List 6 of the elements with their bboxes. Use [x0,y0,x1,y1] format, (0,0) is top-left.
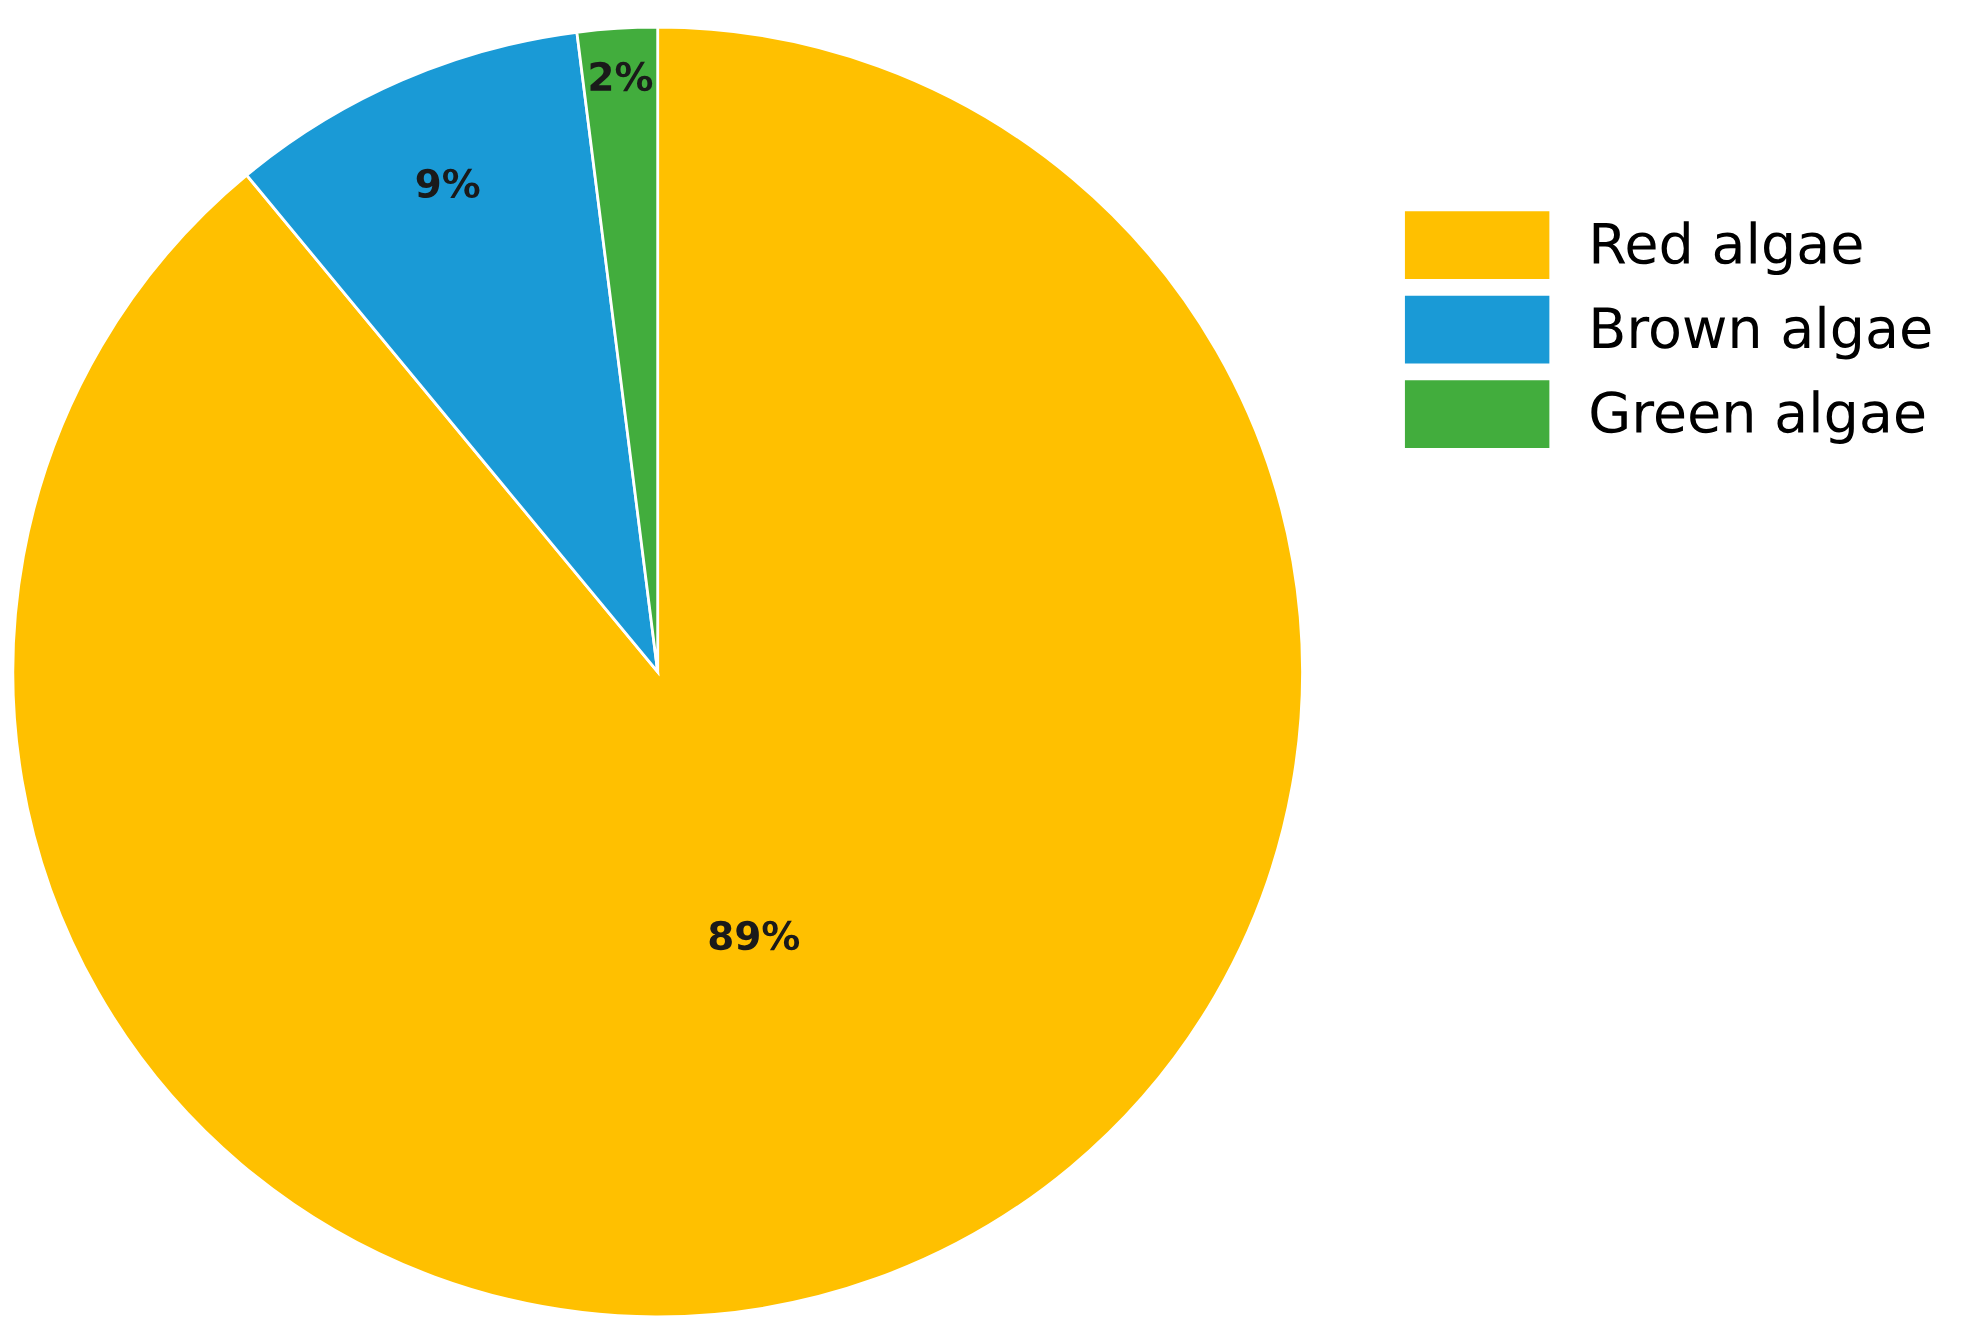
data-label: 9% [416,168,480,199]
data-label: 2% [590,61,653,92]
legend-label: Red algae [1593,221,1862,276]
legend-label: Green algae [1591,390,1925,444]
legend-label: Brown algae [1593,305,1931,360]
data-label: 89% [709,920,800,951]
